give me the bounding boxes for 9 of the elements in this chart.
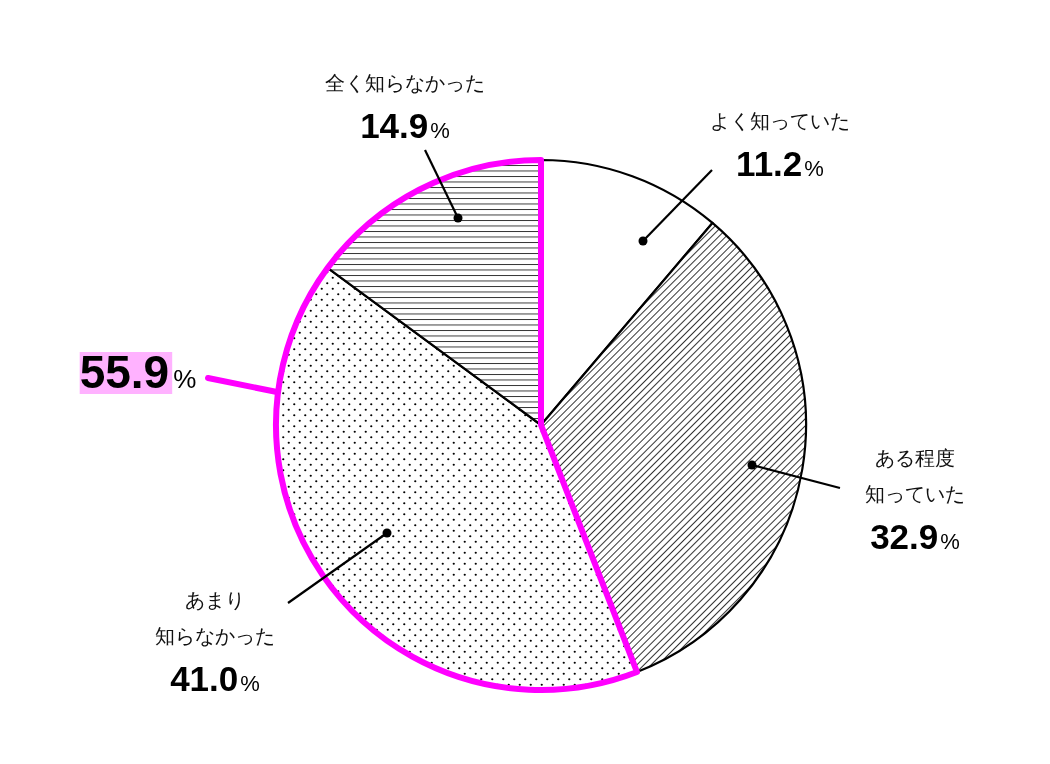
slice-label: ある程度知っていた — [865, 447, 965, 505]
data-label: 11.2% — [736, 144, 824, 183]
slice-label: あまり知らなかった — [155, 589, 275, 647]
annotation: 55.9% — [79, 346, 197, 398]
data-label: 32.9% — [870, 517, 960, 556]
slice-label: 全く知らなかった — [325, 72, 485, 94]
slice-label: よく知っていた — [710, 110, 850, 132]
data-label: 14.9% — [360, 106, 450, 145]
data-label: 41.0% — [170, 659, 260, 698]
